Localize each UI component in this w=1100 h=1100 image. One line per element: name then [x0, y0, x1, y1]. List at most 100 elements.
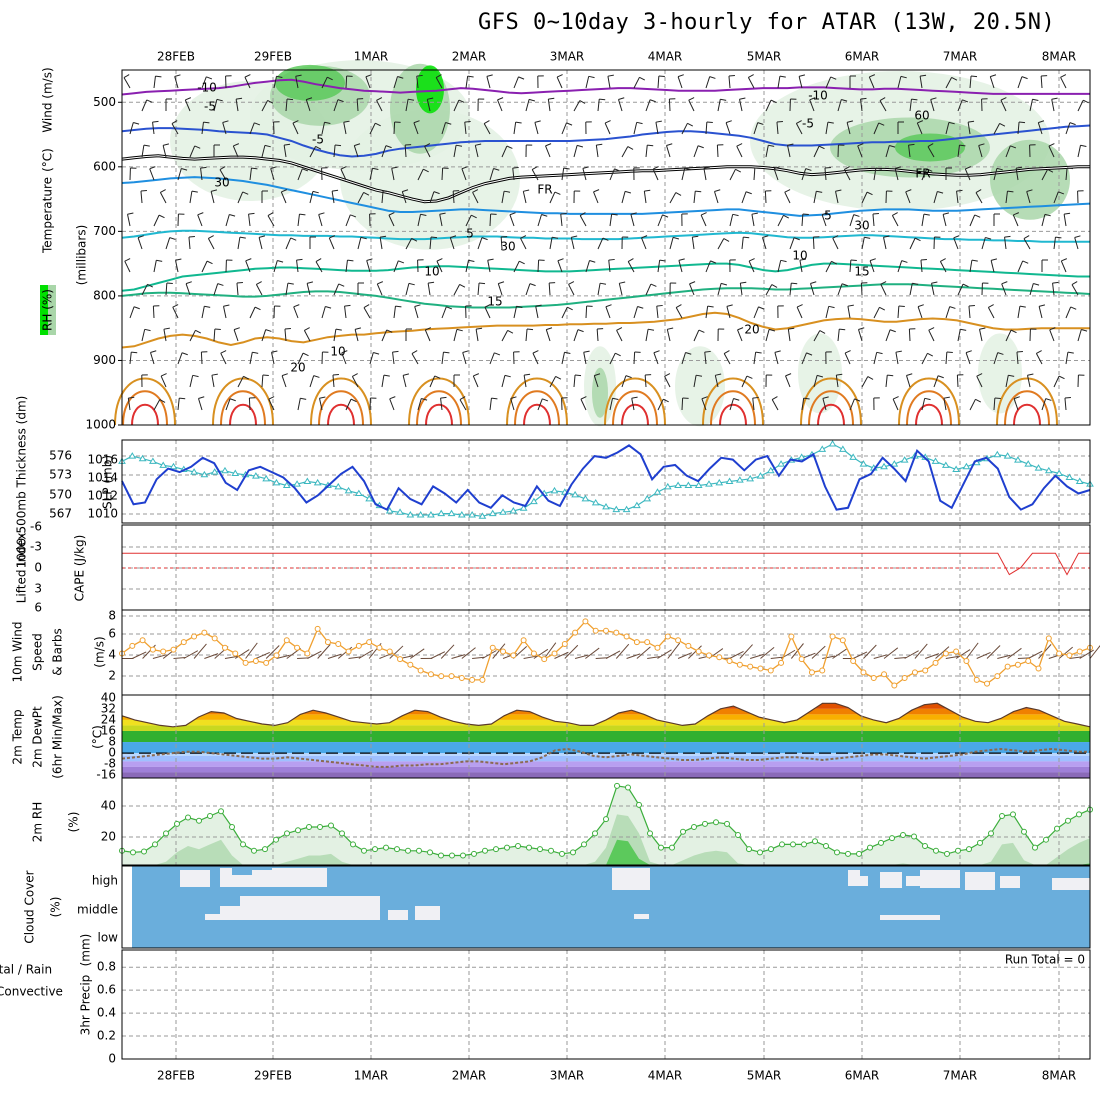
- wind-speed-point: [324, 639, 331, 646]
- wind-barb: [332, 375, 335, 388]
- wind-barb-flag: [857, 143, 864, 147]
- wind-barb: [930, 99, 935, 112]
- wind-barb: [844, 352, 851, 365]
- wind-barb: [465, 214, 472, 227]
- wind-barb: [618, 283, 623, 296]
- wind-barb: [604, 122, 611, 135]
- wind-barb: [621, 375, 627, 388]
- wind-barb: [795, 123, 803, 135]
- wind-barb: [1053, 237, 1056, 250]
- thickness-point: [200, 470, 209, 478]
- thickness-point: [406, 510, 415, 518]
- thickness-point: [591, 498, 600, 506]
- wind-barb: [753, 306, 759, 319]
- cloud-gap: [858, 876, 868, 886]
- wind-barb-flag: [627, 146, 634, 150]
- wind-barb-flag: [675, 192, 682, 196]
- wind-barb: [1016, 352, 1019, 365]
- wind-panel-bg: [122, 610, 1090, 695]
- wind-tick: 6: [108, 627, 116, 641]
- wind-barb: [608, 260, 611, 273]
- wind-barb-flag: [185, 97, 192, 101]
- wind-barb: [520, 238, 527, 250]
- wind-barb: [573, 375, 576, 388]
- wind-barb-flag: [937, 190, 944, 194]
- wind-barb-flag: [976, 373, 983, 377]
- wind-barb-flag: [879, 306, 886, 311]
- wind-barb-flag: [854, 398, 861, 402]
- wind-barb-flag: [1036, 350, 1042, 354]
- height-axis-label: (millibars): [75, 225, 89, 286]
- wind-barb: [675, 307, 683, 319]
- wind-barb: [965, 352, 971, 365]
- wind-speed-point: [1025, 658, 1032, 664]
- wind-barb: [185, 283, 191, 296]
- wind-barb: [1065, 306, 1072, 319]
- wind-barb: [486, 76, 491, 89]
- wind-barb-flag: [695, 374, 703, 377]
- wind-barb: [510, 398, 515, 411]
- wind-barb-flag: [951, 76, 958, 81]
- wind-barb-10m: [770, 656, 784, 659]
- wind-barb-flag: [798, 74, 806, 77]
- wind-barb-flag: [943, 396, 950, 399]
- wind-barb: [1065, 168, 1068, 181]
- wind-barb-flag: [445, 122, 452, 125]
- wind-barb: [189, 375, 194, 388]
- wind-barb: [751, 214, 755, 227]
- wind-speed-point: [1004, 663, 1011, 670]
- wind-barb-flag: [433, 191, 440, 195]
- wind-barb-flag: [715, 373, 722, 376]
- thickness-point: [488, 509, 497, 517]
- thickness-point: [653, 488, 662, 495]
- wind-barb: [837, 99, 842, 112]
- wind-barb-flag: [655, 120, 662, 123]
- wind-barb: [957, 99, 963, 112]
- x-tick-bottom: 8MAR: [1042, 1069, 1077, 1083]
- wind-barb: [393, 260, 399, 273]
- thickness-point: [1003, 452, 1012, 459]
- thickness-tick: 576: [49, 449, 72, 463]
- wind-barb: [597, 99, 600, 112]
- wind-barb-flag: [443, 351, 450, 354]
- wind-barb-flag: [194, 145, 201, 149]
- wind-speed-point: [458, 675, 465, 681]
- wind-barb: [909, 237, 916, 250]
- slp-tick: 1012: [87, 489, 118, 503]
- wind-barb-flag: [883, 235, 890, 238]
- wind-barb-flag: [844, 166, 850, 170]
- wind-barb: [137, 237, 143, 250]
- wind-barb-flag: [698, 329, 705, 333]
- wind-barb: [860, 282, 863, 296]
- thickness-point: [766, 466, 775, 474]
- rh2m-point: [460, 852, 466, 859]
- wind-barb-flag: [256, 281, 262, 285]
- wind-barb-flag: [515, 121, 522, 124]
- wind-barb-flag: [360, 236, 367, 240]
- warm-temperature-band: [122, 725, 1090, 731]
- cloud-axis-label: Cloud Cover: [23, 870, 37, 943]
- wind-barb-flag: [383, 190, 390, 193]
- wind-speed-point: [479, 676, 486, 683]
- wind-barb-flag: [341, 350, 348, 354]
- contour-label: 30: [500, 240, 515, 254]
- thickness-point: [1065, 473, 1074, 480]
- wind-barb-flag: [920, 259, 927, 261]
- wind-barb: [201, 122, 204, 135]
- wind-barb-flag: [847, 304, 854, 307]
- wind-barb-flag: [270, 166, 277, 169]
- thickness-point: [941, 461, 950, 468]
- rh2m-point: [691, 824, 697, 831]
- thickness-point: [684, 481, 693, 489]
- wind-barb: [964, 168, 971, 181]
- rh2m-point: [669, 844, 675, 851]
- wind-barb: [177, 398, 180, 411]
- precip-unit-label: (mm): [79, 934, 93, 967]
- wind-barb: [837, 283, 843, 296]
- wind-barb: [1017, 260, 1024, 273]
- wind-barb-flag: [149, 166, 156, 170]
- wind-barb-10m: [348, 656, 362, 659]
- wind-barb-flag: [924, 397, 931, 401]
- wind-barb-flag: [527, 328, 534, 331]
- wind-barb-flag: [523, 189, 530, 192]
